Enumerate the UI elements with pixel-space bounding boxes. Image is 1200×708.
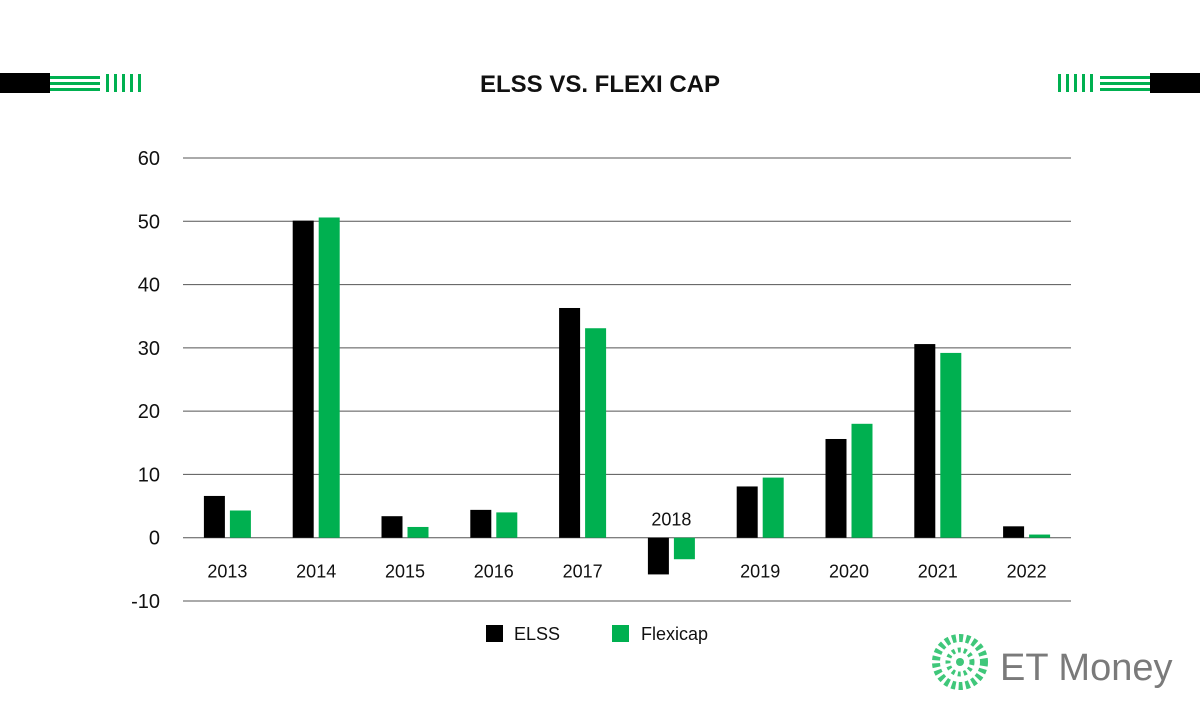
et-money-logo-icon bbox=[932, 634, 988, 690]
legend-swatch-elss bbox=[486, 625, 503, 642]
right-decoration bbox=[1058, 73, 1200, 93]
y-tick-label: 30 bbox=[138, 338, 160, 360]
x-category-label: 2015 bbox=[385, 562, 425, 582]
y-tick-label: -10 bbox=[131, 591, 160, 613]
chart-title: ELSS VS. FLEXI CAP bbox=[480, 71, 720, 98]
x-category-label: 2020 bbox=[829, 562, 869, 582]
bar-elss-2020 bbox=[825, 438, 847, 538]
y-tick-label: 20 bbox=[138, 401, 160, 423]
legend-swatch-flexicap bbox=[612, 625, 629, 642]
x-category-label: 2018 bbox=[651, 510, 691, 530]
bar-flexicap-2017 bbox=[585, 328, 607, 538]
y-tick-label: 50 bbox=[138, 211, 160, 233]
bar-flexicap-2018 bbox=[673, 537, 695, 560]
bar-flexicap-2021 bbox=[940, 352, 962, 538]
y-tick-label: 0 bbox=[149, 528, 160, 550]
bar-elss-2021 bbox=[914, 344, 936, 538]
brand-name: ET Money bbox=[1000, 647, 1172, 689]
legend-label-elss: ELSS bbox=[514, 624, 560, 644]
bar-elss-2013 bbox=[203, 495, 225, 538]
x-category-label: 2019 bbox=[740, 562, 780, 582]
bar-elss-2017 bbox=[559, 307, 581, 538]
bar-elss-2018 bbox=[647, 537, 669, 575]
bars bbox=[203, 217, 1051, 575]
gridlines bbox=[183, 157, 1071, 602]
bar-elss-2014 bbox=[292, 220, 314, 538]
bar-elss-2015 bbox=[381, 516, 403, 538]
x-category-label: 2013 bbox=[207, 562, 247, 582]
bar-flexicap-2014 bbox=[318, 217, 340, 538]
y-axis-ticks: 60 50 40 30 20 10 0 -10 bbox=[131, 148, 160, 613]
bar-elss-2016 bbox=[470, 509, 492, 538]
y-tick-label: 10 bbox=[138, 464, 160, 486]
legend-label-flexicap: Flexicap bbox=[641, 624, 708, 644]
x-category-label: 2017 bbox=[563, 562, 603, 582]
bar-flexicap-2022 bbox=[1029, 534, 1051, 538]
bar-flexicap-2016 bbox=[496, 512, 518, 538]
y-tick-label: 60 bbox=[138, 148, 160, 170]
y-tick-label: 40 bbox=[138, 275, 160, 297]
x-axis-categories: 2013 2014 2015 2016 2017 2018 2019 2020 2021 2022 bbox=[207, 510, 1046, 582]
bar-elss-2022 bbox=[1003, 526, 1025, 538]
x-category-label: 2016 bbox=[474, 562, 514, 582]
bar-flexicap-2020 bbox=[851, 423, 873, 538]
x-category-label: 2021 bbox=[918, 562, 958, 582]
bar-flexicap-2013 bbox=[229, 510, 251, 538]
legend: ELSS Flexicap bbox=[486, 624, 708, 644]
bar-flexicap-2019 bbox=[762, 477, 784, 538]
x-category-label: 2022 bbox=[1007, 562, 1047, 582]
x-category-label: 2014 bbox=[296, 562, 336, 582]
bar-flexicap-2015 bbox=[407, 526, 429, 538]
left-decoration bbox=[0, 73, 141, 93]
bar-elss-2019 bbox=[736, 486, 758, 538]
